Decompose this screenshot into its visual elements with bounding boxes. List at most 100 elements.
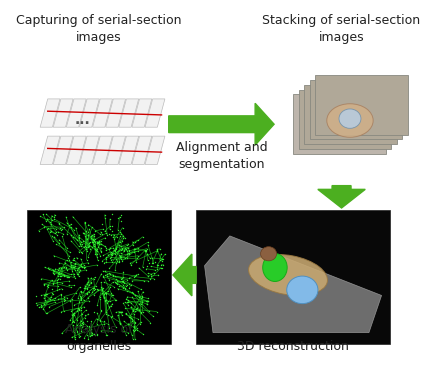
Point [144, 246, 151, 252]
Point [33, 300, 40, 306]
Point [113, 260, 120, 266]
Point [72, 336, 79, 342]
Point [46, 266, 53, 272]
Point [109, 313, 116, 319]
Point [107, 255, 114, 261]
Point [50, 253, 57, 259]
Point [85, 222, 92, 228]
Point [102, 256, 109, 262]
Point [43, 226, 50, 232]
Point [86, 243, 93, 249]
Point [63, 245, 70, 251]
Point [128, 320, 135, 326]
Point [95, 287, 102, 293]
Point [144, 239, 151, 245]
Point [132, 309, 139, 315]
Point [112, 276, 119, 282]
Point [118, 254, 125, 260]
Point [70, 319, 77, 325]
Point [70, 310, 77, 316]
Point [66, 253, 73, 259]
Point [102, 247, 109, 253]
Point [105, 288, 112, 294]
Point [71, 271, 78, 277]
Point [93, 246, 100, 252]
Point [107, 249, 114, 255]
Point [101, 291, 108, 297]
Point [129, 308, 136, 314]
Point [56, 271, 63, 277]
Point [72, 267, 79, 273]
Point [77, 239, 84, 245]
Point [76, 334, 83, 340]
Point [74, 328, 81, 334]
Point [95, 244, 102, 250]
Point [48, 233, 55, 239]
Point [154, 248, 161, 254]
Point [103, 290, 110, 296]
Point [104, 321, 111, 327]
Point [101, 212, 108, 218]
Point [144, 297, 151, 303]
Point [153, 266, 160, 272]
Point [123, 296, 130, 302]
Polygon shape [304, 85, 397, 144]
Point [100, 279, 107, 285]
Point [113, 245, 120, 251]
Point [64, 295, 71, 301]
Point [119, 285, 126, 291]
Point [55, 296, 62, 302]
Point [122, 285, 129, 291]
Point [150, 260, 157, 266]
Point [84, 291, 91, 297]
Point [96, 318, 103, 324]
Point [114, 278, 121, 284]
Point [77, 288, 84, 294]
Point [118, 250, 125, 256]
Point [144, 273, 151, 279]
Point [122, 332, 130, 338]
Point [142, 247, 149, 253]
Point [52, 231, 59, 237]
Point [98, 249, 105, 255]
Polygon shape [315, 75, 408, 135]
Point [91, 246, 98, 252]
Point [79, 264, 86, 270]
Point [125, 302, 132, 307]
Point [107, 216, 114, 222]
Point [99, 226, 107, 232]
Point [122, 283, 129, 289]
Point [127, 262, 134, 268]
Point [41, 282, 48, 288]
Point [60, 294, 67, 300]
Point [65, 274, 72, 280]
Point [98, 290, 105, 296]
Point [130, 311, 137, 317]
Point [99, 268, 107, 274]
Point [84, 311, 91, 317]
Point [100, 318, 107, 324]
Point [143, 248, 150, 254]
Point [102, 298, 109, 304]
Point [86, 289, 93, 295]
Point [107, 314, 114, 320]
Point [100, 296, 107, 302]
Point [81, 335, 88, 341]
Point [103, 273, 110, 279]
Point [90, 237, 97, 243]
Point [76, 267, 84, 273]
Polygon shape [169, 103, 274, 145]
Point [109, 273, 116, 279]
Point [153, 248, 160, 254]
Point [40, 301, 47, 307]
Point [117, 309, 124, 315]
Text: Alignment and
segmentation: Alignment and segmentation [175, 141, 267, 171]
Point [90, 231, 97, 237]
Polygon shape [318, 186, 365, 208]
Point [70, 226, 77, 232]
Point [106, 325, 113, 331]
Point [139, 294, 146, 300]
Point [153, 246, 160, 252]
Point [45, 225, 52, 231]
Text: Capturing of serial-section
images: Capturing of serial-section images [16, 14, 182, 44]
